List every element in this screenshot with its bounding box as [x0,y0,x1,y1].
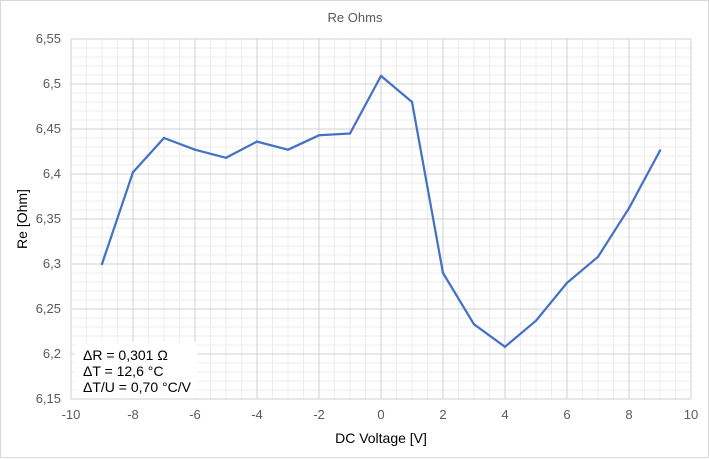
data-point [596,255,600,258]
x-tick-label: 6 [563,407,570,422]
data-point [565,281,569,285]
y-tick-label: 6,3 [43,256,61,271]
x-tick-label: -6 [189,407,201,422]
data-point [410,100,414,104]
data-point [193,148,197,151]
data-point [131,171,135,174]
x-tick-label: -8 [127,407,139,422]
x-tick-label: 0 [377,407,384,422]
major-gridlines [70,38,692,400]
y-tick-label: 6,25 [36,301,61,316]
x-tick-label: 10 [684,407,698,422]
data-point [224,156,228,159]
data-point [503,345,507,348]
x-tick-label: 8 [625,407,632,422]
x-tick-label: -2 [313,407,325,422]
data-point [317,134,321,137]
y-tick-label: 6,5 [43,76,61,91]
annotation-delta-r: ΔR = 0,301 Ω [83,347,168,363]
data-point [441,271,445,275]
data-point [100,262,104,266]
y-tick-label: 6,15 [36,391,61,406]
data-point [534,319,538,322]
data-point [472,323,476,326]
series-re [100,74,662,348]
y-tick-label: 6,2 [43,346,61,361]
annotation-delta-t-per-u: ΔT/U = 0,70 °C/V [83,379,192,395]
annotation-box [75,342,197,398]
data-point [627,207,631,210]
chart-title: Re Ohms [328,10,383,25]
y-tick-label: 6,55 [36,31,61,46]
y-tick-label: 6,45 [36,121,61,136]
y-axis-title: Re [Ohm] [14,189,30,249]
y-tick-label: 6,35 [36,211,61,226]
annotation-delta-t: ΔT = 12,6 °C [83,363,163,379]
x-axis-ticks: -10 -8 -6 -4 -2 0 2 4 6 8 10 [62,407,699,422]
x-tick-label: -10 [62,407,81,422]
data-point [379,74,383,78]
data-point [348,132,352,135]
x-axis-title: DC Voltage [V] [335,430,427,446]
x-tick-label: 2 [439,407,446,422]
data-point [658,149,662,152]
x-tick-label: 4 [501,407,508,422]
data-point [286,148,290,151]
y-axis-ticks: 6,15 6,2 6,25 6,3 6,35 6,4 6,45 6,5 6,55 [36,31,61,406]
x-tick-label: -4 [251,407,263,422]
data-point [255,140,259,143]
y-tick-label: 6,4 [43,166,61,181]
data-point [162,136,166,140]
